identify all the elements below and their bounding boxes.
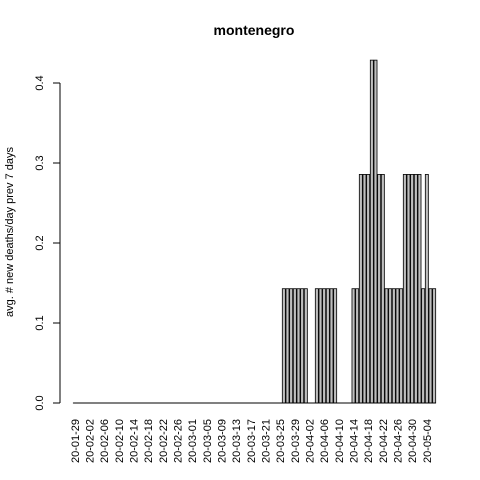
- x-tick-label: 20-04-26: [393, 419, 405, 463]
- x-tick-label: 20-03-17: [246, 419, 258, 463]
- bar: [428, 288, 433, 404]
- bar: [402, 174, 407, 404]
- bar: [388, 288, 393, 404]
- x-tick-label: 20-04-22: [378, 419, 390, 463]
- x-tick-label: 20-02-26: [173, 419, 185, 463]
- bar: [373, 59, 378, 404]
- x-tick-label: 20-05-04: [422, 419, 434, 463]
- x-tick-label: 20-04-06: [319, 419, 331, 463]
- x-tick-label: 20-03-29: [290, 419, 302, 463]
- bar: [410, 174, 415, 404]
- bar: [333, 288, 338, 404]
- x-tick-label: 20-03-01: [187, 419, 199, 463]
- x-tick-label: 20-03-09: [217, 419, 229, 463]
- bar: [351, 288, 356, 404]
- y-tick-label: 0.3: [34, 155, 46, 170]
- x-tick-label: 20-02-18: [143, 419, 155, 463]
- bar: [296, 288, 301, 404]
- x-tick-label: 20-03-05: [202, 419, 214, 463]
- bar: [289, 288, 294, 404]
- bar: [399, 288, 404, 404]
- bar: [362, 174, 367, 404]
- bar: [303, 288, 308, 404]
- x-tick-label: 20-04-18: [363, 419, 375, 463]
- y-axis: 0.0 0.1 0.2 0.3 0.4: [34, 75, 61, 411]
- bar: [391, 288, 396, 404]
- x-tick-label: 20-04-02: [305, 419, 317, 463]
- bar: [281, 288, 286, 404]
- y-axis-label: avg. # new deaths/day prev 7 days: [4, 147, 16, 317]
- x-tick-label: 20-02-02: [85, 419, 97, 463]
- bars: [72, 59, 437, 404]
- bar: [285, 288, 290, 404]
- bar: [417, 174, 422, 404]
- bar: [377, 174, 382, 404]
- y-tick-label: 0.2: [34, 235, 46, 250]
- bar: [300, 288, 305, 404]
- x-tick-label: 20-02-22: [158, 419, 170, 463]
- x-tick-label: 20-03-25: [275, 419, 287, 463]
- y-tick-label: 0.0: [34, 395, 46, 410]
- y-tick-label: 0.4: [34, 75, 46, 90]
- bar: [369, 59, 374, 404]
- x-axis: 20-01-29 20-02-02 20-02-06 20-02-10 20-02-14…: [70, 419, 434, 463]
- bar: [413, 174, 418, 404]
- x-tick-label: 20-01-29: [70, 419, 82, 463]
- bar: [314, 288, 319, 404]
- bar: [424, 174, 429, 404]
- y-tick-label: 0.1: [34, 315, 46, 330]
- bar: [395, 288, 400, 404]
- bar: [325, 288, 330, 404]
- x-tick-label: 20-02-06: [99, 419, 111, 463]
- x-tick-label: 20-02-14: [129, 419, 141, 463]
- x-tick-label: 20-03-21: [261, 419, 273, 463]
- x-tick-label: 20-04-30: [407, 419, 419, 463]
- bar: [384, 288, 389, 404]
- bar: [318, 288, 323, 404]
- bar: [380, 174, 385, 404]
- x-tick-label: 20-04-14: [349, 419, 361, 463]
- x-tick-label: 20-04-10: [334, 419, 346, 463]
- x-tick-label: 20-03-13: [231, 419, 243, 463]
- bar: [322, 288, 327, 404]
- chart-title: montenegro: [214, 22, 295, 38]
- bar: [358, 174, 363, 404]
- bar: [421, 288, 426, 404]
- bar: [432, 288, 437, 404]
- bar: [406, 174, 411, 404]
- bar: [366, 174, 371, 404]
- bar: [329, 288, 334, 404]
- bar: [292, 288, 297, 404]
- bar: [355, 288, 360, 404]
- x-tick-label: 20-02-10: [114, 419, 126, 463]
